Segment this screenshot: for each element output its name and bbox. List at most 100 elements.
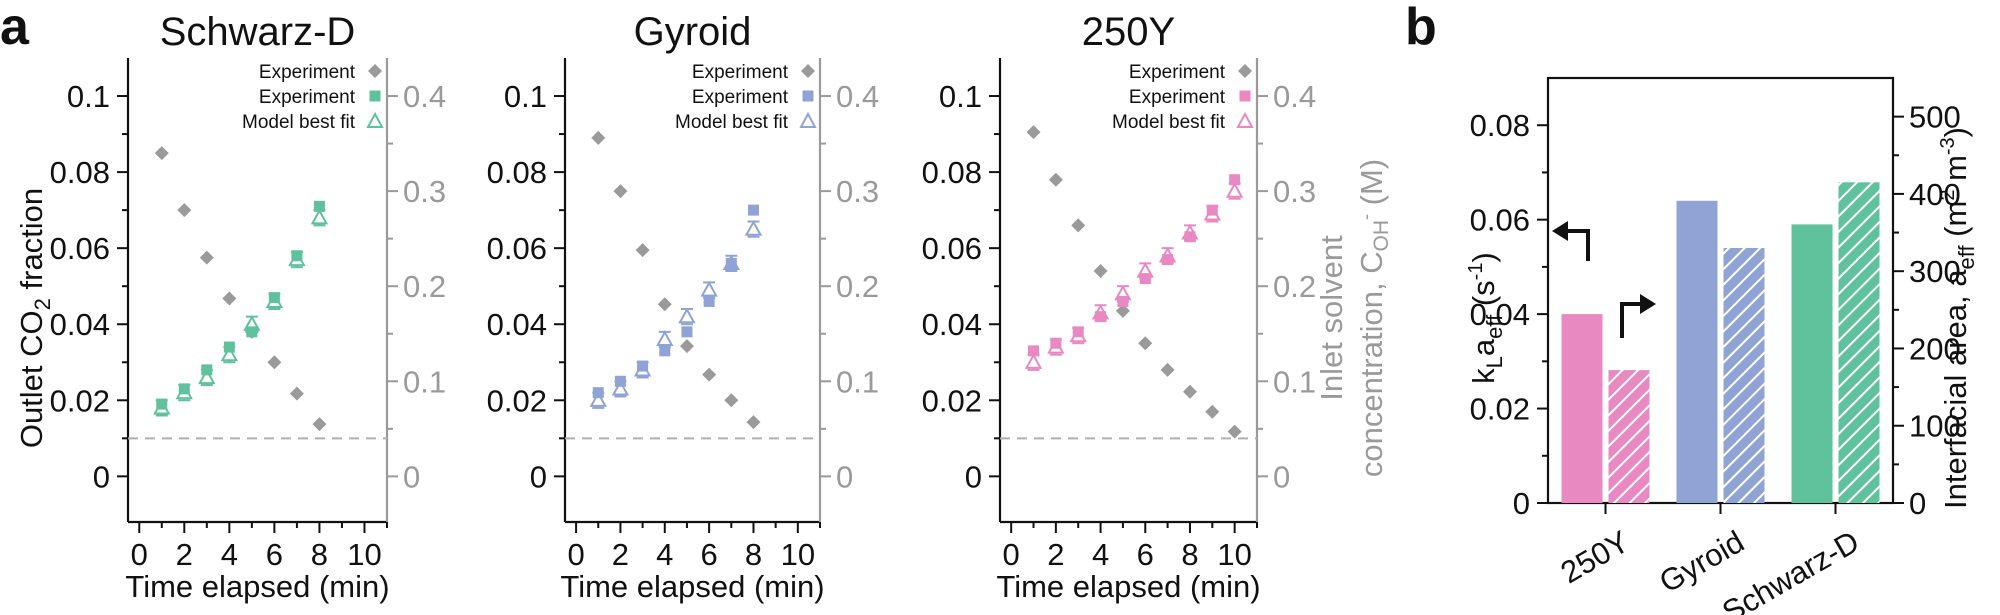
experiment-point (681, 326, 693, 338)
model-point (220, 345, 239, 362)
experiment-point (637, 360, 649, 372)
concentration-point (154, 146, 169, 161)
left-axis-arrowhead (1552, 221, 1568, 241)
y-tick-label: 0 (1513, 486, 1530, 521)
y-tick-label: 0.04 (1470, 297, 1530, 332)
experiment-point (1050, 337, 1062, 349)
y-tick-label: 0.06 (50, 231, 110, 266)
concentration-point (1026, 125, 1041, 140)
concentration-point (1138, 336, 1153, 351)
x-tick-label: 4 (1092, 537, 1109, 572)
experiment-point (156, 398, 168, 410)
legend-marker-diamond (801, 64, 815, 78)
concentration-point (657, 297, 672, 312)
model-point (656, 330, 674, 347)
legend-label: Experiment (1129, 62, 1226, 83)
x-tick-label: 0 (131, 537, 148, 572)
experiment-point (747, 204, 759, 216)
chart-title: Schwarz-D (160, 10, 356, 54)
y2-tick-label: 0.3 (1273, 174, 1316, 209)
model-point (198, 368, 216, 385)
y-tick-label: 0 (93, 459, 110, 494)
experiment-point (291, 250, 303, 262)
chart-title: Gyroid (634, 10, 752, 54)
y-tick-label: 0.08 (1470, 108, 1530, 143)
concentration-point (289, 386, 304, 401)
experiment-point (1028, 345, 1040, 357)
experiment-point (178, 383, 190, 395)
legend-label: Experiment (259, 87, 356, 108)
concentration-point (177, 203, 192, 218)
y-tick-label: 0.1 (939, 79, 982, 114)
y-tick-label: 0.04 (922, 307, 982, 342)
concentration-point (1182, 384, 1197, 399)
experiment-point (246, 326, 258, 338)
y-tick-label: 0 (530, 459, 547, 494)
y2-tick-label: 0 (1909, 486, 1926, 521)
experiment-point (614, 375, 626, 387)
experiment-point (1229, 174, 1241, 186)
x-axis-label: Time elapsed (min) (125, 569, 389, 604)
concentration-point (1160, 362, 1175, 377)
model-point (744, 220, 763, 236)
concentration-point (199, 250, 214, 265)
y2-tick-label: 0 (836, 459, 853, 494)
concentration-point (267, 355, 282, 370)
y2-tick-label: 300 (1909, 254, 1961, 289)
model-point (700, 280, 718, 297)
y2-axis-label-line2: concentration, COH- (M) (1354, 159, 1393, 477)
right-axis-arrowhead (1640, 294, 1656, 314)
y-tick-label: 0.06 (487, 231, 547, 266)
model-point (611, 379, 630, 396)
legend-marker-triangle (366, 111, 384, 128)
concentration-point (312, 417, 327, 432)
concentration-point (591, 130, 606, 145)
y-tick-label: 0 (965, 459, 982, 494)
legend-marker-square (802, 90, 814, 102)
y2-axis-label-line1: Inlet solvent (1314, 235, 1349, 401)
model-point (678, 307, 696, 324)
model-point (1024, 353, 1043, 369)
y-tick-label: 0.02 (487, 383, 547, 418)
y2-tick-label: 0 (1273, 459, 1290, 494)
y2-tick-label: 0.1 (1273, 364, 1316, 399)
y2-tick-label: 0 (403, 459, 420, 494)
x-axis-label: Time elapsed (min) (560, 569, 824, 604)
x-tick-label: 8 (745, 537, 762, 572)
concentration-point (746, 415, 761, 430)
legend-label: Model best fit (675, 112, 789, 133)
y-axis-label-co2: Outlet CO2 fraction (14, 188, 55, 448)
y-tick-label: 0.06 (1470, 203, 1530, 238)
left-axis-arrow (1566, 229, 1590, 261)
y-tick-label: 0.02 (1470, 392, 1530, 427)
legend-marker-triangle (799, 111, 817, 128)
y-tick-label: 0.02 (922, 383, 982, 418)
chart-title: 250Y (1082, 10, 1175, 54)
concentration-point (1093, 263, 1108, 278)
x-tick-label: 4 (221, 537, 238, 572)
experiment-point (659, 345, 671, 357)
concentration-point (724, 393, 739, 408)
y2-tick-label: 0.1 (403, 364, 446, 399)
bar-aeff-hatched (1838, 182, 1880, 503)
x-axis-label: Time elapsed (min) (996, 569, 1260, 604)
y2-tick-label: 0.4 (1273, 79, 1316, 114)
model-point (589, 391, 607, 407)
x-tick-label: 250Y (1555, 524, 1635, 591)
legend-label: Experiment (259, 62, 356, 83)
y2-tick-label: 0.3 (836, 174, 879, 209)
y-tick-label: 0.1 (67, 79, 110, 114)
y-tick-label: 0.04 (50, 307, 110, 342)
legend-marker-diamond (1238, 64, 1252, 78)
legend-label: Model best fit (1112, 112, 1226, 133)
bar-aeff-hatched (1608, 370, 1650, 503)
bar-klaeff (1676, 200, 1718, 503)
experiment-point (1139, 273, 1151, 285)
concentration-point (702, 367, 717, 382)
x-tick-label: 0 (1003, 537, 1020, 572)
concentration-point (635, 243, 650, 258)
bar-klaeff (1791, 224, 1833, 503)
